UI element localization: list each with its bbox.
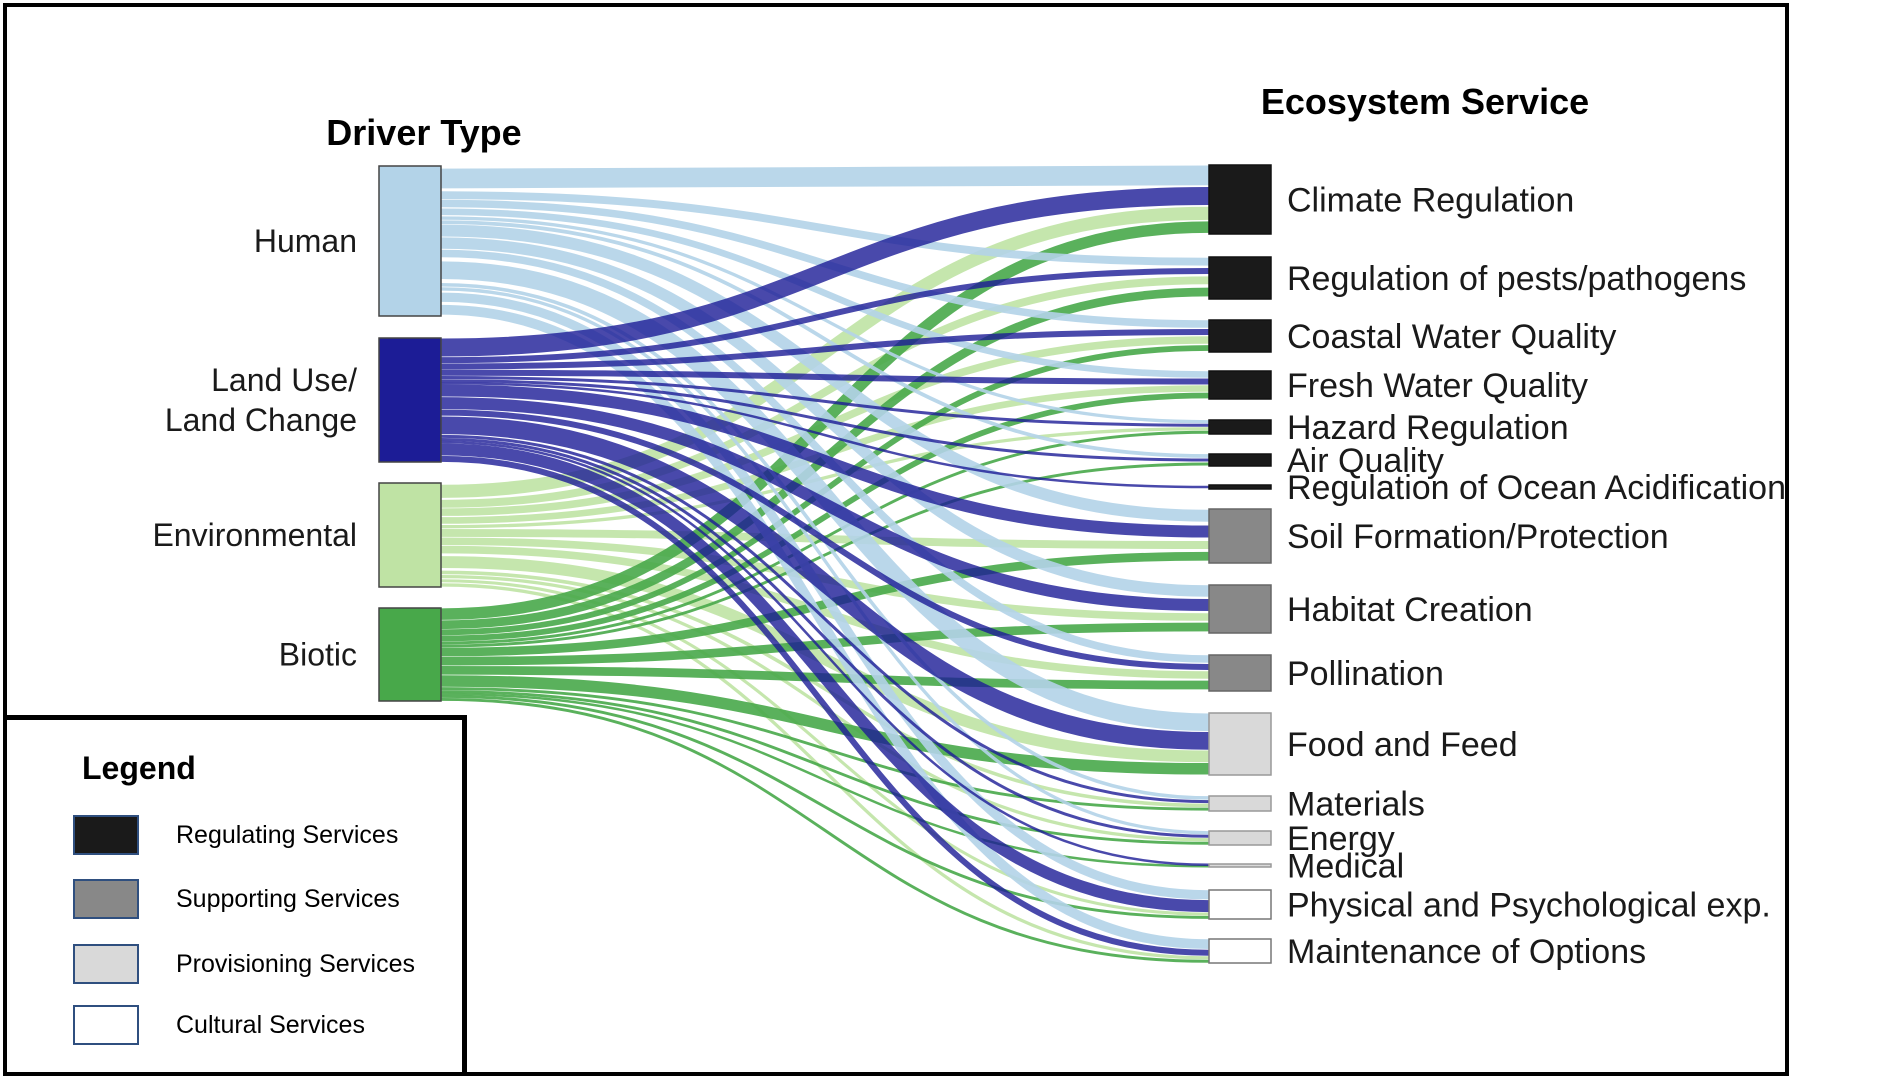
service-label-energy: Energy [1287,820,1395,858]
service-label-habitat: Habitat Creation [1287,591,1533,629]
sankey-diagram: Driver Type Ecosystem Service Human Land … [152,81,1785,971]
driver-label-human: Human [254,223,357,259]
flow-biotic-to-options [440,698,1210,963]
flow-human-to-climate [440,165,1210,189]
service-node-medical [1208,863,1272,868]
service-label-soil: Soil Formation/Protection [1287,518,1669,556]
service-node-options [1208,938,1272,964]
flow-biotic-to-food [440,675,1210,775]
flow-landuse-to-physical [440,443,1210,913]
service-node-pests [1208,256,1272,300]
diagram-frame: Driver Type Ecosystem Service Human Land … [3,3,1789,1076]
flow-landuse-to-medical [440,440,1210,866]
service-node-food [1208,712,1272,776]
legend-item-provisioning: Provisioning Services [73,944,453,988]
flow-landuse-to-air [440,379,1210,462]
flow-landuse-to-pollination [440,409,1210,670]
service-node-physical [1208,889,1272,920]
flow-landuse-to-soil [440,384,1210,538]
service-node-energy [1208,830,1272,846]
service-label-fresh: Fresh Water Quality [1287,367,1588,405]
driver-type-header: Driver Type [326,112,521,153]
flow-environmental-to-pollination [440,545,1210,679]
legend-item-supporting: Supporting Services [73,879,453,923]
legend-item-cultural: Cultural Services [73,1005,453,1049]
flow-landuse-to-climate [440,187,1210,357]
flow-landuse-to-ocean [440,381,1210,489]
flow-human-to-options [440,304,1210,950]
supporting-swatch [73,879,139,919]
service-node-coastal [1208,319,1272,353]
flow-landuse-to-fresh [440,369,1210,385]
service-node-hazard [1208,419,1272,435]
service-label-food: Food and Feed [1287,726,1518,764]
service-node-air [1208,453,1272,467]
driver-label-biotic: Biotic [279,637,357,673]
nodes: Human Land Use/Land Change Environmental Bi… [152,164,1785,971]
ecosystem-service-header: Ecosystem Service [1261,81,1589,122]
flow-human-to-pests [440,191,1210,266]
legend-label-provisioning: Provisioning Services [176,950,415,978]
flow-human-to-habitat [440,237,1210,597]
cultural-swatch [73,1005,139,1045]
flow-environmental-to-pests [440,276,1210,508]
service-node-pollination [1208,654,1272,692]
flow-biotic-to-energy [440,690,1210,845]
driver-node-landuse [378,337,442,463]
flow-landuse-to-options [440,455,1210,956]
service-node-habitat [1208,584,1272,634]
flow-landuse-to-habitat [440,397,1210,611]
flow-landuse-to-pests [440,268,1210,364]
flow-human-to-hazard [440,216,1210,424]
service-label-hazard: Hazard Regulation [1287,409,1569,447]
service-node-climate [1208,164,1272,235]
service-node-ocean [1208,484,1272,490]
flow-environmental-to-food [440,556,1210,763]
flow-human-to-energy [440,287,1210,835]
legend-title: Legend [82,750,196,786]
driver-label-landuse: Land Change [165,402,357,438]
service-node-fresh [1208,370,1272,400]
driver-node-human [378,165,442,317]
flow-biotic-to-air [440,462,1210,648]
regulating-swatch [73,815,139,855]
driver-node-environmental [378,482,442,588]
driver-label-landuse: Land Use/ [211,362,357,398]
service-label-air: Air Quality [1287,442,1444,480]
flow-landuse-to-energy [440,438,1210,838]
flow-landuse-to-food [440,416,1210,750]
legend-label-supporting: Supporting Services [176,885,400,913]
service-label-coastal: Coastal Water Quality [1287,318,1616,356]
legend: Legend Regulating Services Supporting Se… [7,715,467,1072]
flow-links [440,165,1210,963]
flow-human-to-air [440,220,1210,458]
flow-environmental-to-hazard [440,427,1210,529]
corner-mark [1873,990,1895,1020]
flow-human-to-soil [440,224,1210,522]
provisioning-swatch [73,944,139,984]
flow-biotic-to-habitat [440,622,1210,666]
service-label-climate: Climate Regulation [1287,182,1574,220]
legend-label-regulating: Regulating Services [176,821,399,849]
service-label-materials: Materials [1287,786,1425,824]
flow-landuse-to-hazard [440,376,1210,427]
driver-node-biotic [378,607,442,702]
legend-item-regulating: Regulating Services [73,815,453,859]
service-label-options: Maintenance of Options [1287,933,1646,971]
service-label-medical: Medical [1287,848,1404,886]
service-node-materials [1208,795,1272,812]
service-label-pollination: Pollination [1287,655,1444,693]
legend-label-cultural: Cultural Services [176,1011,365,1039]
flow-human-to-food [440,261,1210,732]
flow-human-to-fresh [440,208,1210,378]
service-label-pests: Regulation of pests/pathogens [1287,260,1746,298]
flow-landuse-to-materials [440,434,1210,804]
service-label-physical: Physical and Psychological exp. [1287,887,1771,925]
flow-landuse-to-coastal [440,329,1210,370]
service-node-soil [1208,508,1272,564]
service-label-ocean: Regulation of Ocean Acidification [1287,469,1785,507]
driver-label-environmental: Environmental [152,517,357,553]
